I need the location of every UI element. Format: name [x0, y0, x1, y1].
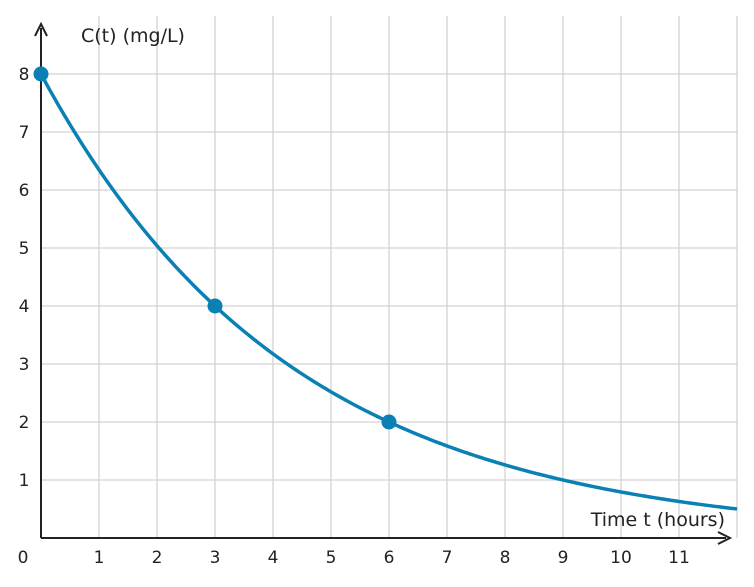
y-tick-labels: 1 2 3 4 5 6 7 8	[19, 65, 30, 491]
y-tick-label: 1	[19, 471, 30, 491]
data-point	[381, 414, 397, 430]
y-tick-label: 7	[19, 123, 30, 143]
x-tick-label: 6	[384, 548, 395, 568]
x-tick-label: 11	[668, 548, 690, 568]
x-tick-label: 9	[558, 548, 569, 568]
data-point	[207, 298, 223, 314]
highlighted-points	[33, 66, 397, 430]
y-tick-label: 2	[19, 413, 30, 433]
grid	[41, 16, 738, 538]
y-tick-label: 5	[19, 239, 30, 259]
x-tick-label: 5	[326, 548, 337, 568]
x-tick-label: 8	[500, 548, 511, 568]
y-tick-label: 8	[19, 65, 30, 85]
axes	[34, 21, 733, 545]
x-tick-label: 3	[210, 548, 221, 568]
x-tick-labels: 0 1 2 3 4 5 6 7 8 9 10 11	[18, 548, 690, 568]
x-tick-label: 0	[18, 548, 29, 568]
y-tick-label: 3	[19, 355, 30, 375]
x-tick-label: 10	[610, 548, 632, 568]
x-axis-arrow	[717, 531, 733, 545]
x-tick-label: 1	[94, 548, 105, 568]
x-tick-label: 7	[442, 548, 453, 568]
data-point	[33, 66, 49, 82]
x-tick-label: 4	[268, 548, 279, 568]
x-tick-label: 2	[152, 548, 163, 568]
x-axis-title: Time t (hours)	[590, 509, 725, 531]
y-tick-label: 6	[19, 181, 30, 201]
y-axis-arrow	[34, 21, 48, 37]
y-tick-label: 4	[19, 297, 30, 317]
y-axis-title: C(t) (mg/L)	[81, 25, 185, 47]
